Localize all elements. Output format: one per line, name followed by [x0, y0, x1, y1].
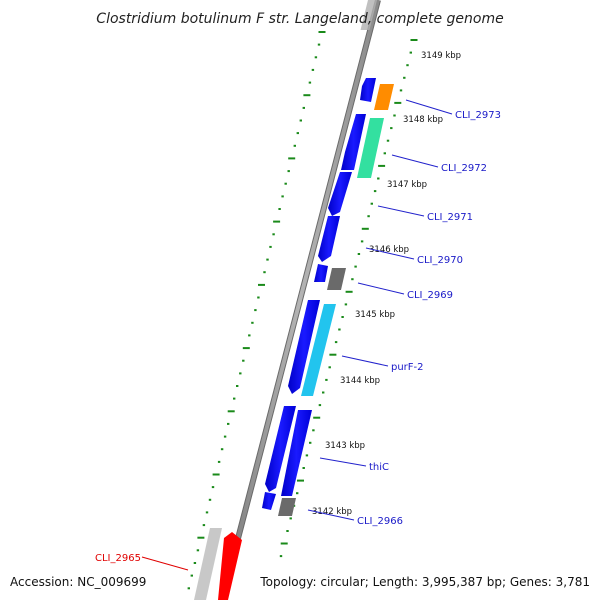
- outer-dotted-track: [187, 31, 326, 590]
- gene-features: [194, 78, 394, 600]
- gene-label-cli-2966[interactable]: CLI_2966: [357, 516, 403, 527]
- gene-label-thic[interactable]: thiC: [369, 462, 389, 473]
- gene-cli-2971-feature[interactable]: [328, 172, 352, 216]
- gene-thic-partner-feature[interactable]: [281, 410, 312, 496]
- tick-label: 3143 kbp: [325, 441, 365, 451]
- gene-label-leaders: [141, 99, 453, 571]
- gene-label-cli-2971[interactable]: CLI_2971: [427, 212, 473, 223]
- gene-green-feature[interactable]: [357, 118, 384, 178]
- gene-label-cli-2969[interactable]: CLI_2969: [407, 290, 453, 301]
- gene-orange-feature[interactable]: [374, 84, 394, 110]
- gene-purf-2-feature[interactable]: [288, 300, 320, 394]
- tick-label: 3148 kbp: [403, 115, 443, 125]
- gene-cli-2965-feature[interactable]: [218, 532, 242, 600]
- gene-label-cli-2972[interactable]: CLI_2972: [441, 163, 487, 174]
- inner-dotted-track: [279, 39, 418, 558]
- gene-cyan-feature[interactable]: [301, 304, 336, 396]
- map-title: Clostridium botulinum F str. Langeland, …: [96, 11, 503, 27]
- tick-label: 3144 kbp: [340, 376, 380, 386]
- tick-label: 3145 kbp: [355, 310, 395, 320]
- gene-gray-feature[interactable]: [327, 268, 346, 290]
- gene-label-cli-2973[interactable]: CLI_2973: [455, 110, 501, 121]
- gene-thic-feature[interactable]: [265, 406, 296, 492]
- tick-label: 3147 kbp: [387, 180, 427, 190]
- tick-label: 3146 kbp: [369, 245, 409, 255]
- gene-cli-2970-feature[interactable]: [318, 216, 340, 262]
- kbp-tick-labels: 3149 kbp 3148 kbp 3147 kbp 3146 kbp 3145…: [312, 51, 461, 517]
- topology-text: Topology: circular; Length: 3,995,387 bp…: [259, 575, 590, 589]
- genome-backbone: [219, 0, 381, 600]
- tick-label: 3149 kbp: [421, 51, 461, 61]
- gene-labels: CLI_2973 CLI_2972 CLI_2971 CLI_2970 CLI_…: [95, 110, 501, 564]
- gene-label-cli-2970[interactable]: CLI_2970: [417, 255, 463, 266]
- gene-cli-2972-feature[interactable]: [341, 114, 366, 170]
- accession-text: Accession: NC_009699: [10, 575, 146, 589]
- gene-cli-2966-feature[interactable]: [262, 492, 276, 510]
- gene-light-gray-feature[interactable]: [194, 528, 222, 600]
- gene-gray-2-feature[interactable]: [278, 498, 296, 516]
- gene-label-purf-2[interactable]: purF-2: [391, 362, 424, 373]
- gene-cli-2969-feature[interactable]: [314, 264, 328, 282]
- gene-label-cli-2965[interactable]: CLI_2965: [95, 553, 141, 564]
- tick-label: 3142 kbp: [312, 507, 352, 517]
- gene-cli-2973-feature[interactable]: [360, 78, 376, 102]
